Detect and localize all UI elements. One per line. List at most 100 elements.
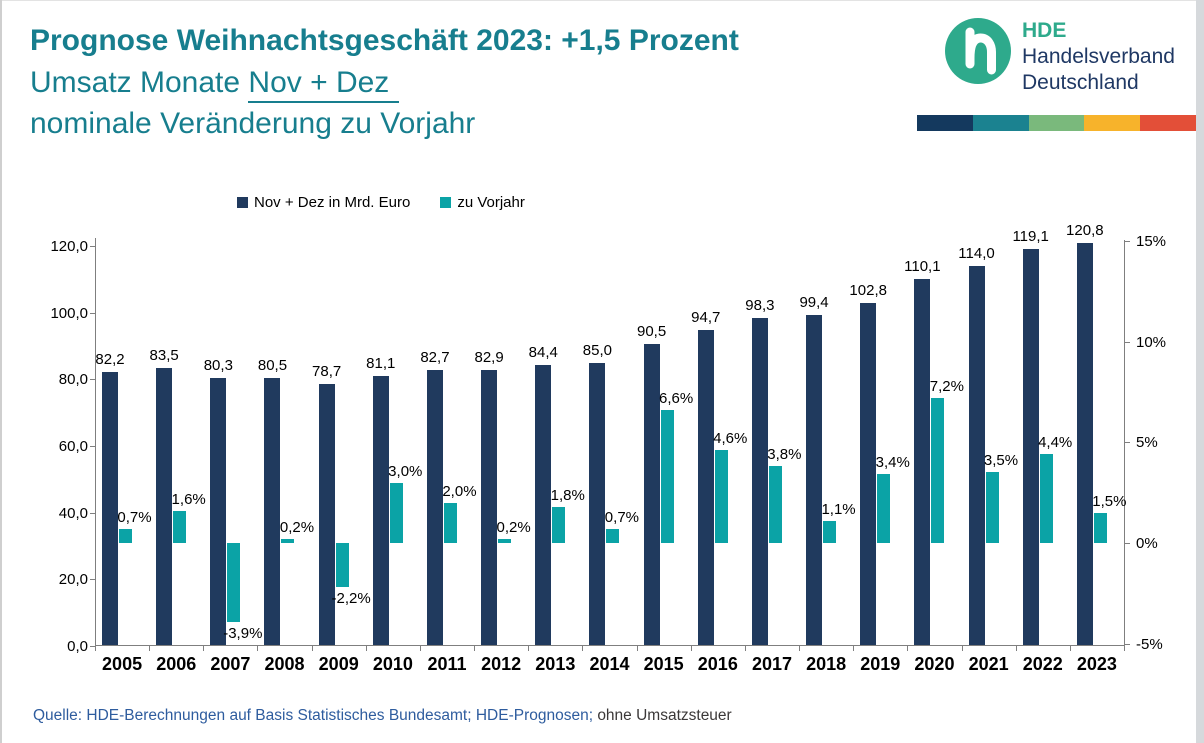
y-axis-left-tick	[90, 312, 95, 314]
bar-vorjahr-2011	[443, 502, 457, 543]
x-axis-tick	[690, 646, 692, 651]
x-label-2018: 2018	[806, 654, 847, 674]
label-umsatz-2008: 80,5	[257, 356, 288, 374]
x-axis-tick	[528, 646, 530, 651]
y-axis-left-tick-label: 80,0	[58, 371, 88, 389]
bar-umsatz-2008	[264, 377, 281, 645]
bar-vorjahr-2020	[931, 397, 945, 543]
bar-vorjahr-2010	[389, 482, 403, 543]
label-umsatz-2011: 82,7	[420, 349, 450, 367]
bar-vorjahr-2019	[877, 474, 891, 543]
bar-umsatz-2021	[968, 266, 985, 645]
hde-logo-icon	[945, 18, 1011, 84]
x-label-2005: 2005	[102, 654, 143, 674]
label-umsatz-2017: 98,3	[745, 297, 775, 315]
title-line-2-prefix: Umsatz Monate	[30, 66, 249, 99]
label-umsatz-2005: 82,2	[95, 351, 125, 368]
x-axis-tick	[95, 646, 96, 651]
y-axis-right-tick-label: 15%	[1136, 232, 1167, 250]
x-label-2012: 2012	[481, 654, 522, 674]
y-axis-left-tick	[90, 379, 95, 381]
y-axis-right-tick	[1125, 341, 1130, 343]
title-line-3: nominale Veränderung zu Vorjahr	[30, 107, 476, 140]
title-line-2-underlined: Nov + Dez	[248, 66, 400, 103]
label-vorjahr-2005: 0,7%	[117, 508, 152, 526]
bar-umsatz-2006	[156, 367, 173, 645]
x-label-2006: 2006	[156, 654, 197, 674]
label-vorjahr-2009: -2,2%	[331, 590, 371, 608]
hde-logo-text: HDE Handelsverband Deutschland	[1022, 18, 1175, 96]
label-vorjahr-2022: 4,4%	[1038, 434, 1073, 452]
brand-color-stripe	[917, 115, 1196, 131]
bar-vorjahr-2008	[281, 538, 295, 543]
label-vorjahr-2013: 1,8%	[550, 486, 585, 504]
logo-name-line2: Deutschland	[1022, 71, 1139, 94]
x-axis-tick	[257, 646, 259, 651]
source-tail: ohne Umsatzsteuer	[597, 707, 732, 724]
stripe-segment-0	[917, 115, 973, 131]
label-vorjahr-2018: 1,1%	[821, 500, 856, 518]
bar-umsatz-2015	[643, 344, 660, 645]
x-axis-tick	[961, 646, 963, 651]
source-note: Quelle: HDE-Berechnungen auf Basis Stati…	[33, 707, 732, 725]
x-axis-tick	[474, 646, 476, 651]
label-umsatz-2018: 99,4	[799, 293, 829, 311]
y-axis-left-line	[95, 238, 96, 646]
bar-umsatz-2019	[860, 303, 877, 645]
label-umsatz-2012: 82,9	[474, 348, 504, 366]
bar-vorjahr-2014	[606, 528, 620, 543]
slide-right-border	[1196, 0, 1204, 743]
x-label-2011: 2011	[427, 654, 467, 674]
bar-vorjahr-2012	[498, 538, 512, 543]
bar-umsatz-2011	[426, 370, 443, 645]
bar-umsatz-2007	[210, 378, 227, 645]
x-axis-tick	[907, 646, 909, 651]
x-axis-tick	[311, 646, 313, 651]
y-axis-left-tick-label: 60,0	[58, 438, 88, 455]
bar-vorjahr-2018	[823, 520, 837, 543]
x-label-2010: 2010	[372, 654, 413, 674]
x-label-2015: 2015	[643, 654, 684, 674]
label-umsatz-2009: 78,7	[312, 362, 342, 380]
label-vorjahr-2006: 1,6%	[171, 490, 206, 508]
bar-umsatz-2023	[1076, 243, 1093, 645]
label-umsatz-2021: 114,0	[958, 245, 995, 262]
label-vorjahr-2016: 4,6%	[713, 430, 748, 448]
y-axis-right-line	[1124, 240, 1125, 646]
legend-label-umsatz: Nov + Dez in Mrd. Euro	[254, 194, 411, 211]
y-axis-right-tick	[1125, 543, 1130, 544]
bar-vorjahr-2022	[1039, 454, 1053, 543]
x-axis-tick	[1015, 646, 1017, 651]
label-vorjahr-2017: 3,8%	[767, 446, 802, 464]
logo-name-line1: Handelsverband	[1022, 45, 1175, 68]
bar-umsatz-2010	[372, 375, 389, 645]
label-umsatz-2019: 102,8	[849, 282, 887, 300]
x-label-2008: 2008	[264, 654, 305, 674]
bar-vorjahr-2009	[335, 543, 349, 588]
bar-umsatz-2020	[914, 279, 931, 645]
bar-umsatz-2014	[589, 362, 606, 645]
bar-umsatz-2022	[1022, 249, 1039, 645]
logo-acronym: HDE	[1022, 19, 1067, 42]
legend-item-umsatz: Nov + Dez in Mrd. Euro	[237, 194, 410, 211]
y-axis-left-tick-label: 120,0	[50, 238, 88, 255]
bar-umsatz-2012	[481, 369, 498, 645]
x-axis-tick	[636, 646, 638, 651]
label-vorjahr-2014: 0,7%	[604, 508, 640, 526]
x-axis-tick	[203, 646, 205, 651]
bar-vorjahr-2013	[552, 506, 566, 543]
chart-legend: Nov + Dez in Mrd. Euro zu Vorjahr	[237, 194, 525, 211]
label-vorjahr-2008: 0,2%	[279, 518, 315, 536]
title-line-2: Umsatz Monate Nov + Dez	[30, 66, 400, 103]
x-label-2019: 2019	[860, 654, 901, 674]
x-label-2014: 2014	[589, 654, 630, 674]
x-label-2007: 2007	[210, 654, 251, 674]
y-axis-left-tick-label: 20,0	[58, 571, 88, 589]
bar-umsatz-2017	[751, 318, 768, 645]
x-axis-tick	[744, 646, 746, 651]
x-label-2022: 2022	[1022, 654, 1063, 674]
label-vorjahr-2010: 3,0%	[388, 462, 423, 480]
y-axis-right-tick	[1125, 643, 1130, 645]
legend-item-vorjahr: zu Vorjahr	[440, 194, 525, 211]
stripe-segment-4	[1140, 115, 1196, 131]
